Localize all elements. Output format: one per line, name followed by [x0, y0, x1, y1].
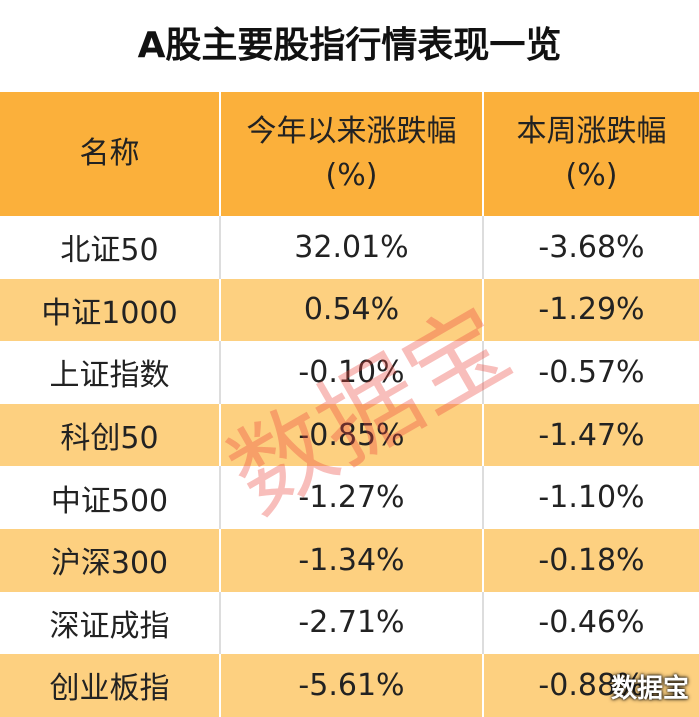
table-row: 北证50 32.01% -3.68% — [0, 216, 699, 279]
change-cell: -2.71% — [219, 591, 483, 655]
index-name: 沪深300 — [0, 528, 220, 592]
index-name: 中证1000 — [0, 278, 220, 342]
column-header: 今年以来涨跌幅 (%) — [219, 92, 483, 216]
table-row: 创业板指 -5.61% -0.88% — [0, 654, 699, 717]
change-cell: -0.57% — [482, 341, 699, 404]
logo: 数据宝 — [610, 674, 689, 704]
change-cell: -1.10% — [482, 466, 699, 529]
index-name: 中证500 — [50, 483, 169, 519]
header-line: 名称 — [79, 136, 140, 171]
change-cell: -1.47% — [482, 403, 699, 467]
index-name: 北证50 — [60, 233, 159, 269]
table-row: 中证1000 0.54% -1.29% — [0, 278, 699, 342]
header-line: 本周涨跌幅 — [516, 114, 667, 149]
index-name: 科创50 — [0, 403, 220, 467]
change-cell: 32.01% — [219, 216, 483, 279]
table-row: 中证500 -1.27% -1.10% — [0, 466, 699, 529]
table-body: 北证50 32.01% -3.68% 中证1000 0.54% -1.29% 上证指数 -0.… — [0, 216, 699, 717]
column-header: 名称 — [0, 92, 220, 216]
index-name: 上证指数 — [49, 358, 170, 394]
table-row: 科创50 -0.85% -1.47% — [0, 403, 699, 467]
table-row: 沪深300 -1.34% -0.18% — [0, 528, 699, 592]
change-cell: -1.29% — [482, 278, 699, 342]
change-cell: -1.34% — [219, 528, 483, 592]
index-name: 深证成指 — [49, 608, 170, 644]
header-line: (%) — [565, 158, 618, 193]
change-cell: 0.54% — [219, 278, 483, 342]
change-cell: -5.61% — [219, 654, 483, 717]
table-row: 上证指数 -0.10% -0.57% — [0, 341, 699, 404]
column-header: 本周涨跌幅 (%) — [482, 92, 699, 216]
header-line: 今年以来涨跌幅 — [246, 114, 457, 149]
change-cell: -0.10% — [219, 341, 483, 404]
change-cell: -0.18% — [482, 528, 699, 592]
change-cell: -1.27% — [219, 466, 483, 529]
change-cell: -0.85% — [219, 403, 483, 467]
index-table: 名称 今年以来涨跌幅 (%) 本周涨跌幅 (%) 北证50 32.01% -3.68% 中证1… — [0, 92, 699, 717]
index-name: 创业板指 — [0, 654, 220, 717]
change-cell: -3.68% — [482, 216, 699, 279]
header-line: (%) — [325, 158, 378, 193]
change-cell: -0.88% — [482, 654, 699, 717]
change-cell: -0.46% — [482, 591, 699, 655]
table-row: 深证成指 -2.71% -0.46% — [0, 591, 699, 655]
header-row: 名称 今年以来涨跌幅 (%) 本周涨跌幅 (%) — [0, 92, 699, 216]
title: A股主要股指行情表现一览 — [137, 25, 562, 66]
